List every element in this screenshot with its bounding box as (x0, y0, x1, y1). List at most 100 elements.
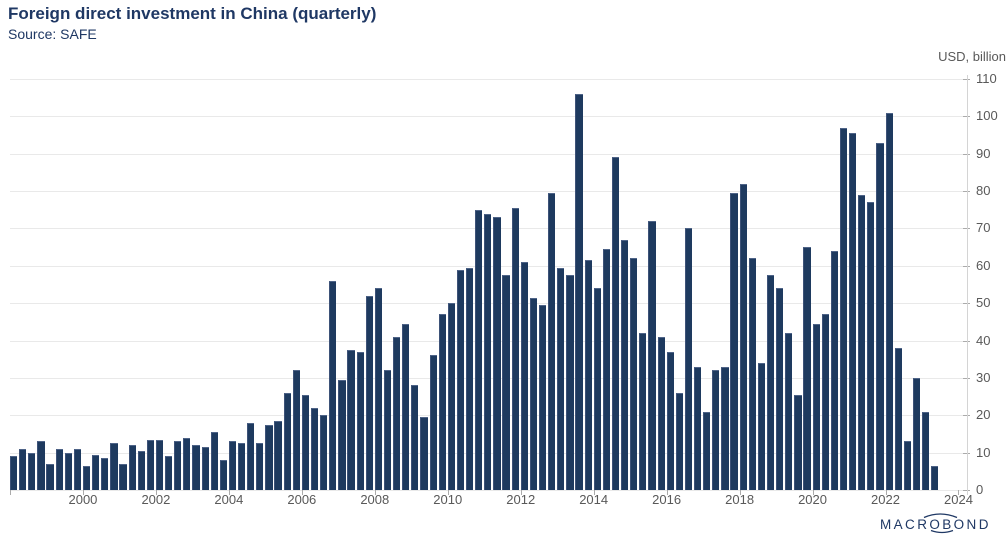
y-axis-tick-50 (963, 303, 970, 305)
bar-1999-q3 (64, 452, 72, 490)
bar-2019-q1 (776, 288, 784, 490)
bar-2001-q3 (137, 450, 145, 490)
x-axis-tick-2008 (374, 490, 376, 495)
x-axis-tick-2004 (228, 490, 230, 495)
bar-1999-q1 (46, 463, 54, 490)
bar-2018-q1 (739, 183, 747, 490)
x-axis-tick-2020 (812, 490, 814, 495)
bar-2014-q4 (621, 239, 629, 490)
bar-2020-q2 (821, 314, 829, 490)
x-axis-tick-2014 (593, 490, 595, 495)
bar-2001-q4 (146, 439, 154, 490)
bar-2000-q4 (110, 443, 118, 490)
bar-2017-q2 (712, 370, 720, 490)
y-axis-unit-label: USD, billion (938, 49, 1006, 64)
bar-2005-q1 (265, 424, 273, 490)
bar-2005-q2 (274, 420, 282, 490)
bar-2007-q3 (356, 351, 364, 490)
bar-2017-q1 (703, 411, 711, 490)
bar-2014-q2 (602, 249, 610, 490)
bar-2013-q2 (566, 275, 574, 490)
bar-1999-q2 (55, 448, 63, 490)
grid-line-y-80 (10, 191, 963, 193)
bar-2021-q3 (867, 202, 875, 490)
x-axis-tick-1998 (10, 490, 11, 495)
bar-2012-q1 (520, 262, 528, 490)
y-axis-spine (967, 75, 968, 495)
bar-1998-q4 (37, 441, 45, 490)
bar-2008-q3 (393, 336, 401, 490)
bar-1998-q1 (10, 456, 18, 490)
bar-2019-q4 (803, 247, 811, 490)
bar-2004-q4 (256, 443, 264, 490)
grid-line-y-0 (10, 490, 963, 491)
bar-2019-q2 (785, 333, 793, 490)
grid-line-y-90 (10, 153, 963, 155)
y-axis-label-100: 100 (976, 108, 998, 124)
bar-2013-q1 (557, 267, 565, 490)
logo-orbit-top-arc (923, 513, 958, 519)
bar-2011-q1 (484, 213, 492, 490)
bar-2007-q4 (365, 295, 373, 490)
y-axis-label-20: 20 (976, 407, 991, 423)
bar-2013-q3 (575, 93, 583, 490)
x-axis-label-2000: 2000 (68, 492, 98, 507)
y-axis-tick-100 (963, 116, 970, 118)
bar-2003-q4 (219, 460, 227, 490)
bar-2011-q4 (511, 207, 519, 490)
y-axis-tick-20 (963, 415, 970, 417)
y-axis-tick-60 (963, 265, 970, 267)
bar-2000-q2 (92, 454, 100, 490)
x-axis-label-2006: 2006 (287, 492, 317, 507)
x-axis-label-2004: 2004 (214, 492, 244, 507)
bar-2018-q2 (748, 258, 756, 490)
y-axis-tick-90 (963, 153, 970, 155)
x-axis-tick-2006 (301, 490, 303, 495)
x-axis-label-2008: 2008 (360, 492, 390, 507)
bar-1998-q3 (28, 452, 36, 490)
y-axis-tick-40 (963, 340, 970, 342)
x-axis-label-2016: 2016 (652, 492, 682, 507)
page-title: Foreign direct investment in China (quar… (8, 4, 377, 23)
x-axis-tick-2002 (155, 490, 157, 495)
bar-2018-q3 (757, 362, 766, 490)
bar-2014-q1 (593, 288, 601, 490)
bar-2020-q1 (812, 323, 820, 490)
bar-2010-q2 (456, 269, 465, 490)
bar-2008-q4 (402, 323, 410, 490)
bar-2009-q4 (438, 314, 446, 490)
x-axis-tick-2010 (447, 490, 449, 495)
bar-2023-q1 (922, 411, 930, 490)
x-axis-tick-2018 (739, 490, 741, 495)
y-axis-label-110: 110 (976, 71, 997, 86)
x-axis-label-2024: 2024 (944, 492, 973, 507)
grid-line-y-100 (10, 116, 963, 118)
y-axis-label-10: 10 (976, 444, 991, 460)
bar-2015-q1 (630, 258, 638, 490)
x-axis-tick-2012 (520, 490, 522, 495)
bar-2003-q3 (210, 432, 218, 490)
bar-2009-q1 (411, 385, 419, 490)
bar-2015-q3 (648, 220, 656, 490)
x-axis-label-2010: 2010 (433, 492, 463, 507)
bar-2002-q4 (183, 437, 191, 490)
bar-2021-q4 (876, 142, 884, 490)
x-axis-label-2014: 2014 (579, 492, 609, 507)
bar-2001-q1 (119, 463, 127, 490)
bar-2016-q3 (684, 228, 693, 490)
y-axis-label-50: 50 (976, 295, 991, 311)
bar-2000-q3 (101, 458, 109, 490)
bar-2016-q4 (694, 366, 702, 490)
bar-2001-q2 (128, 445, 136, 490)
y-axis-tick-30 (963, 377, 970, 379)
bar-2003-q1 (192, 445, 200, 490)
bar-1999-q4 (73, 448, 82, 490)
y-axis-label-0: 0 (976, 482, 984, 497)
grid-line-y-110 (10, 79, 963, 80)
bar-2006-q1 (301, 394, 310, 490)
bar-2011-q2 (493, 217, 501, 490)
bar-2015-q4 (657, 336, 665, 490)
x-axis-label-2012: 2012 (506, 492, 536, 507)
y-axis-tick-10 (963, 452, 970, 454)
